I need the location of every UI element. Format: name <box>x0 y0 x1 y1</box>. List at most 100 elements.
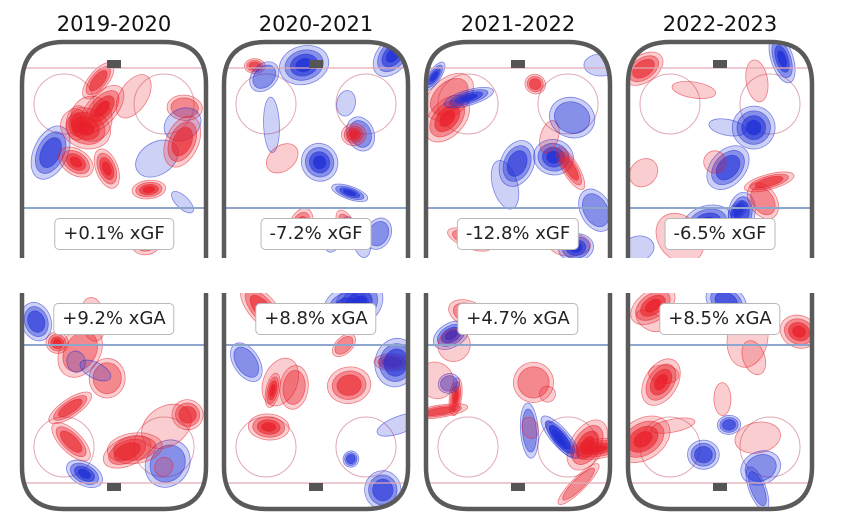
faceoff-circle <box>639 73 701 135</box>
faceoff-circle <box>537 73 599 135</box>
heat-blob-below-average <box>263 96 280 153</box>
heat-blob-above-average <box>113 442 141 462</box>
heat-blob-below-average <box>376 412 408 437</box>
heat-blob-below-average <box>343 189 357 197</box>
stat-label-xgf: +0.1% xGF <box>54 218 174 250</box>
season-title: 2020-2021 <box>258 12 374 36</box>
net-marker <box>713 483 727 491</box>
heat-blob-below-average <box>233 346 260 378</box>
heat-blob-below-average <box>144 439 191 488</box>
faceoff-circle <box>33 73 95 135</box>
rink-border <box>221 293 411 512</box>
faceoff-circle <box>739 73 801 135</box>
net-marker <box>713 60 727 68</box>
heat-blob-above-average <box>171 126 194 157</box>
rink-panel-offense-2021-2022 <box>426 53 610 258</box>
heat-blob-above-average <box>512 361 554 403</box>
rink-border <box>423 39 613 258</box>
heat-blob-below-average <box>460 93 478 102</box>
heat-blob-above-average <box>713 382 732 416</box>
heat-blob-below-average <box>79 359 112 382</box>
rink-border <box>19 293 209 512</box>
heat-blob-below-average <box>437 373 461 394</box>
net-marker <box>511 60 525 68</box>
heat-blob-above-average <box>561 155 579 181</box>
rink-panel-offense-2019-2020 <box>22 62 206 256</box>
stat-label-xgf: -12.8% xGF <box>456 218 580 250</box>
heat-blob-above-average <box>261 357 299 407</box>
heat-blob-below-average <box>77 468 92 479</box>
heat-blob-above-average <box>754 175 784 188</box>
heat-blob-above-average <box>654 373 668 391</box>
heat-blob-below-average <box>521 408 537 453</box>
heat-blob-above-average <box>142 186 156 194</box>
heat-blob-below-average <box>430 71 439 82</box>
heat-blob-above-average <box>629 158 659 188</box>
heat-blob-above-average <box>59 430 83 453</box>
heat-blob-below-average <box>312 155 327 170</box>
heat-blob-above-average <box>57 398 83 418</box>
faceoff-circle <box>235 73 297 135</box>
net-marker <box>309 60 323 68</box>
heat-blob-above-average <box>178 405 197 424</box>
net-marker <box>107 60 121 68</box>
heat-blob-above-average <box>745 59 769 103</box>
faceoff-circle <box>33 416 95 478</box>
stat-label-xgf: -6.5% xGF <box>664 218 776 250</box>
rink-border <box>625 39 815 258</box>
heat-blob-above-average <box>703 150 727 174</box>
heat-blob-above-average <box>76 120 95 136</box>
stat-label-xgf: -7.2% xGF <box>260 218 372 250</box>
heat-blob-above-average <box>539 385 556 403</box>
heat-blob-below-average <box>506 150 528 177</box>
heat-blob-above-average <box>741 340 767 376</box>
heat-blob-below-average <box>745 466 770 509</box>
rink-border <box>625 293 815 512</box>
season-title: 2021-2022 <box>460 12 576 36</box>
heat-blob-above-average <box>426 406 456 416</box>
heat-blob-below-average <box>171 191 194 214</box>
heat-blob-below-average <box>336 90 356 117</box>
heat-blob-below-average <box>582 193 610 228</box>
heat-blob-above-average <box>517 366 550 399</box>
heat-blob-above-average <box>269 384 276 397</box>
heat-blob-below-average <box>27 310 46 333</box>
heat-blob-above-average <box>521 416 539 440</box>
heat-blob-above-average <box>529 78 542 90</box>
heat-blob-above-average <box>112 435 157 461</box>
heat-blob-above-average <box>154 456 174 477</box>
heat-blob-above-average <box>562 467 596 501</box>
heat-blob-below-average <box>744 454 777 482</box>
heat-blob-above-average <box>557 463 600 506</box>
faceoff-circle <box>335 416 397 478</box>
heat-blob-below-average <box>694 446 713 464</box>
season-title: 2022-2023 <box>662 12 778 36</box>
rink-border <box>19 39 209 258</box>
rink-panel-defense-2019-2020 <box>22 297 206 488</box>
heat-blob-above-average <box>671 80 717 100</box>
rink-border <box>221 39 411 258</box>
season-title: 2019-2020 <box>56 12 172 36</box>
heat-blob-above-average <box>261 422 277 432</box>
heat-blob-above-average <box>336 374 362 396</box>
heat-blob-above-average <box>69 156 83 168</box>
heat-blob-above-average <box>102 161 112 176</box>
heat-blob-below-average <box>252 64 277 89</box>
heat-blob-below-average <box>346 454 356 465</box>
heat-blob-below-average <box>546 150 561 164</box>
net-marker <box>309 483 323 491</box>
heat-blob-below-average <box>372 478 394 502</box>
heat-blob-below-average <box>444 329 458 341</box>
heat-blob-below-average <box>708 118 747 137</box>
heat-blob-above-average <box>115 74 152 119</box>
heat-blob-above-average <box>792 325 806 338</box>
net-marker <box>511 483 525 491</box>
heat-blob-below-average <box>554 433 565 446</box>
heat-blob-below-average <box>549 96 596 139</box>
heat-blob-below-average <box>39 137 62 168</box>
heat-blob-above-average <box>633 430 653 448</box>
heat-blob-above-average <box>92 362 122 395</box>
faceoff-circle <box>133 73 195 135</box>
heat-blob-above-average <box>88 358 126 399</box>
